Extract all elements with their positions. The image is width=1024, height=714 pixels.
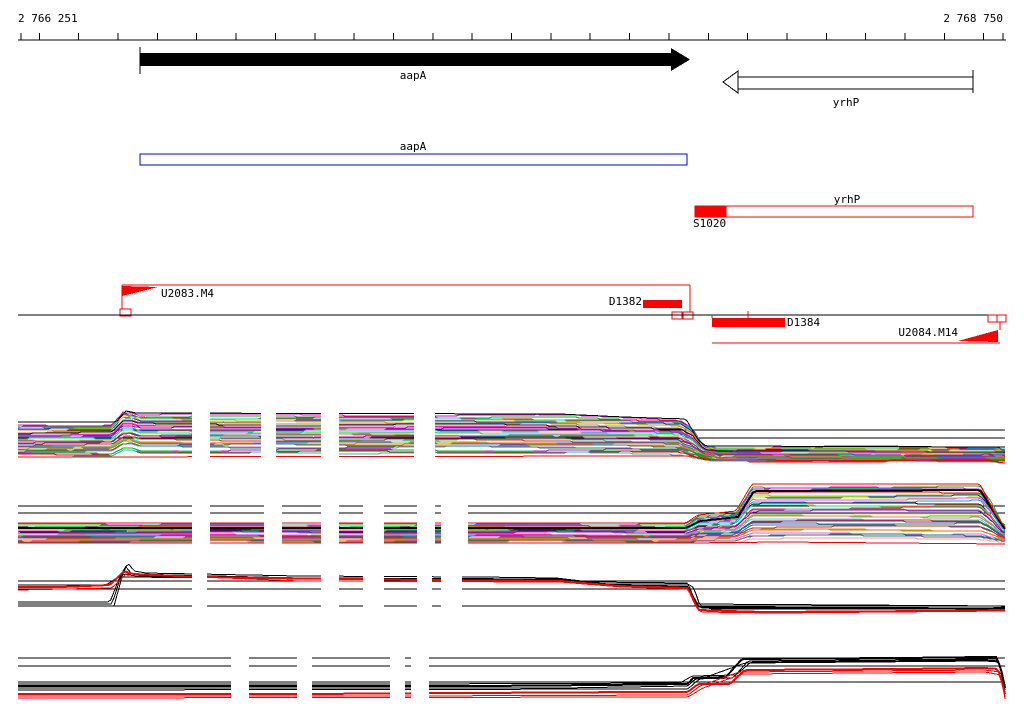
probe-label-D1382: D1382 [608,295,642,308]
probe-label-S1020: S1020 [693,217,727,230]
ruler-end-coordinate: 2 768 750 [943,12,1003,25]
primer-label-U2084-M14: U2084.M14 [898,326,958,339]
probe-label-D1384: D1384 [787,316,821,329]
cds-label-aapA: aapA [399,140,427,153]
gene-label-yrhP: yrhP [832,96,860,109]
primer-label-U2083-M4: U2083.M4 [161,287,214,300]
ruler-start-coordinate: 2 766 251 [18,12,78,25]
cds-label-yrhP: yrhP [833,193,861,206]
gene-label-aapA: aapA [399,69,427,82]
